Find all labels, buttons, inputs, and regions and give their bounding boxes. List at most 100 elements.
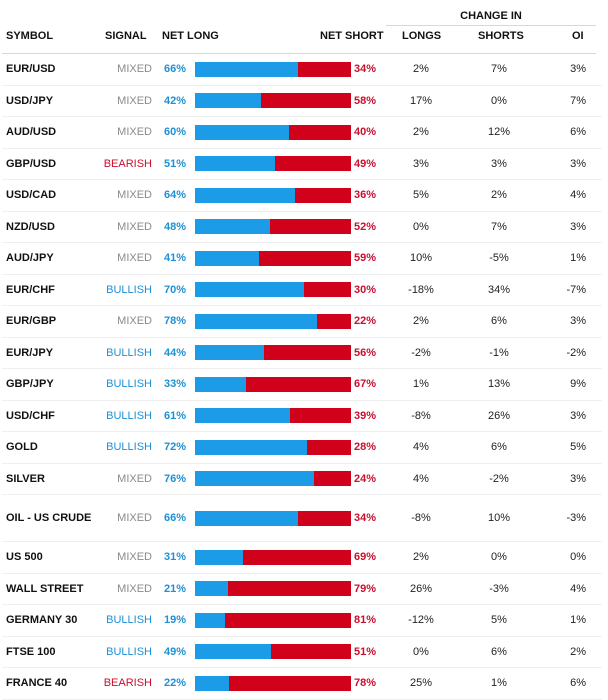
net-position-bar xyxy=(195,93,351,109)
net-short-value: 49% xyxy=(354,157,377,170)
table-row[interactable]: EUR/GBP MIXED 78% 22% 2% 6% 3% xyxy=(2,306,602,338)
net-long-value: 51% xyxy=(163,157,186,170)
shorts-header[interactable]: SHORTS xyxy=(478,30,524,42)
table-row[interactable]: US 500 MIXED 31% 69% 2% 0% 0% xyxy=(2,542,602,574)
net-short-header[interactable]: NET SHORT xyxy=(320,30,384,42)
table-row[interactable]: AUD/USD MIXED 60% 40% 2% 12% 6% xyxy=(2,117,602,149)
net-long-value: 31% xyxy=(163,551,186,564)
symbol-cell[interactable]: AUD/JPY xyxy=(6,252,54,265)
shorts-change-cell: -2% xyxy=(489,472,509,485)
table-row[interactable]: GERMANY 30 BULLISH 19% 81% -12% 5% 1% xyxy=(2,605,602,637)
signal-cell: BULLISH xyxy=(106,283,152,296)
oi-change-cell: 9% xyxy=(570,378,586,391)
symbol-cell[interactable]: SILVER xyxy=(6,472,45,485)
oi-change-cell: -7% xyxy=(566,283,586,296)
net-short-value: 78% xyxy=(354,677,377,690)
net-position-bar xyxy=(195,345,351,361)
signal-header[interactable]: SIGNAL xyxy=(105,30,147,42)
table-row[interactable]: GBP/USD BEARISH 51% 49% 3% 3% 3% xyxy=(2,149,602,180)
symbol-cell[interactable]: USD/JPY xyxy=(6,94,54,107)
net-long-header[interactable]: NET LONG xyxy=(162,30,219,42)
symbol-cell[interactable]: GERMANY 30 xyxy=(6,614,78,627)
shorts-change-cell: 7% xyxy=(491,63,507,76)
oi-change-cell: 1% xyxy=(570,252,586,265)
symbol-cell[interactable]: GBP/JPY xyxy=(6,378,54,391)
symbol-cell[interactable]: FRANCE 40 xyxy=(6,677,68,690)
longs-change-cell: 26% xyxy=(409,582,433,595)
symbol-cell[interactable]: USD/CHF xyxy=(6,409,55,422)
oi-change-cell: 2% xyxy=(570,645,586,658)
net-long-fill xyxy=(195,61,298,77)
shorts-change-cell: 2% xyxy=(491,189,507,202)
net-short-value: 34% xyxy=(354,512,377,524)
symbol-cell[interactable]: GOLD xyxy=(6,441,38,454)
signal-cell: MIXED xyxy=(117,126,152,139)
table-row[interactable]: EUR/CHF BULLISH 70% 30% -18% 34% -7% xyxy=(2,275,602,306)
table-row[interactable]: USD/CHF BULLISH 61% 39% -8% 26% 3% xyxy=(2,401,602,432)
table-row[interactable]: GOLD BULLISH 72% 28% 4% 6% 5% xyxy=(2,432,602,464)
net-position-bar xyxy=(195,510,351,526)
symbol-header[interactable]: SYMBOL xyxy=(6,30,54,42)
longs-change-cell: 2% xyxy=(413,63,429,76)
table-row[interactable]: SILVER MIXED 76% 24% 4% -2% 3% xyxy=(2,464,602,495)
table-row[interactable]: GBP/JPY BULLISH 33% 67% 1% 13% 9% xyxy=(2,369,602,401)
symbol-cell[interactable]: GBP/USD xyxy=(6,157,57,170)
net-short-value: 22% xyxy=(354,315,377,328)
symbol-cell[interactable]: AUD/USD xyxy=(6,126,57,139)
shorts-change-cell: -1% xyxy=(489,346,509,359)
signal-cell: MIXED xyxy=(117,315,152,328)
symbol-cell[interactable]: NZD/USD xyxy=(6,220,55,233)
net-short-value: 30% xyxy=(354,283,377,296)
signal-cell: BULLISH xyxy=(106,441,152,454)
net-position-bar xyxy=(195,156,351,172)
table-row[interactable]: EUR/USD MIXED 66% 34% 2% 7% 3% xyxy=(2,54,602,86)
oi-change-cell: 6% xyxy=(570,126,586,139)
net-long-value: 70% xyxy=(163,283,186,296)
table-row[interactable]: WALL STREET MIXED 21% 79% 26% -3% 4% xyxy=(2,574,602,605)
table-row[interactable]: USD/JPY MIXED 42% 58% 17% 0% 7% xyxy=(2,86,602,117)
table-row[interactable]: FRANCE 40 BEARISH 22% 78% 25% 1% 6% xyxy=(2,668,602,700)
signal-cell: BULLISH xyxy=(106,346,152,359)
symbol-cell[interactable]: EUR/GBP xyxy=(6,315,57,328)
shorts-change-cell: 12% xyxy=(487,126,511,139)
table-row[interactable]: FTSE 100 BULLISH 49% 51% 0% 6% 2% xyxy=(2,637,602,668)
symbol-cell[interactable]: OIL - US CRUDE xyxy=(6,512,92,524)
table-row[interactable]: OIL - US CRUDE MIXED 66% 34% -8% 10% -3% xyxy=(2,495,602,542)
net-short-value: 52% xyxy=(354,220,377,233)
oi-header[interactable]: OI xyxy=(572,30,584,42)
symbol-cell[interactable]: EUR/USD xyxy=(6,63,56,76)
net-long-fill xyxy=(195,93,261,109)
longs-change-cell: 17% xyxy=(409,94,433,107)
net-position-bar xyxy=(195,471,351,487)
longs-header[interactable]: LONGS xyxy=(402,30,442,42)
symbol-cell[interactable]: EUR/JPY xyxy=(6,346,54,359)
signal-cell: MIXED xyxy=(117,512,152,524)
header-divider xyxy=(2,53,596,54)
net-long-value: 33% xyxy=(163,378,186,391)
table-row[interactable]: USD/CAD MIXED 64% 36% 5% 2% 4% xyxy=(2,180,602,212)
net-long-value: 60% xyxy=(163,126,186,139)
symbol-cell[interactable]: FTSE 100 xyxy=(6,645,56,658)
shorts-change-cell: 6% xyxy=(491,441,507,454)
signal-cell: MIXED xyxy=(117,551,152,564)
symbol-cell[interactable]: US 500 xyxy=(6,551,43,564)
symbol-cell[interactable]: USD/CAD xyxy=(6,189,57,202)
net-long-value: 21% xyxy=(163,582,186,595)
symbol-cell[interactable]: WALL STREET xyxy=(6,582,84,595)
net-long-value: 19% xyxy=(163,614,186,627)
table-row[interactable]: EUR/JPY BULLISH 44% 56% -2% -1% -2% xyxy=(2,338,602,369)
table-row[interactable]: NZD/USD MIXED 48% 52% 0% 7% 3% xyxy=(2,212,602,243)
oi-change-cell: 0% xyxy=(570,551,586,564)
table-row[interactable]: AUD/JPY MIXED 41% 59% 10% -5% 1% xyxy=(2,243,602,275)
longs-change-cell: 3% xyxy=(413,157,429,170)
shorts-change-cell: 3% xyxy=(491,157,507,170)
net-long-fill xyxy=(195,250,259,266)
shorts-change-cell: -3% xyxy=(489,582,509,595)
net-long-value: 76% xyxy=(163,472,186,485)
signal-cell: BEARISH xyxy=(103,157,152,170)
oi-change-cell: -2% xyxy=(566,346,586,359)
shorts-change-cell: 0% xyxy=(491,551,507,564)
symbol-cell[interactable]: EUR/CHF xyxy=(6,283,55,296)
net-long-fill xyxy=(195,612,225,628)
longs-change-cell: 25% xyxy=(409,677,433,690)
